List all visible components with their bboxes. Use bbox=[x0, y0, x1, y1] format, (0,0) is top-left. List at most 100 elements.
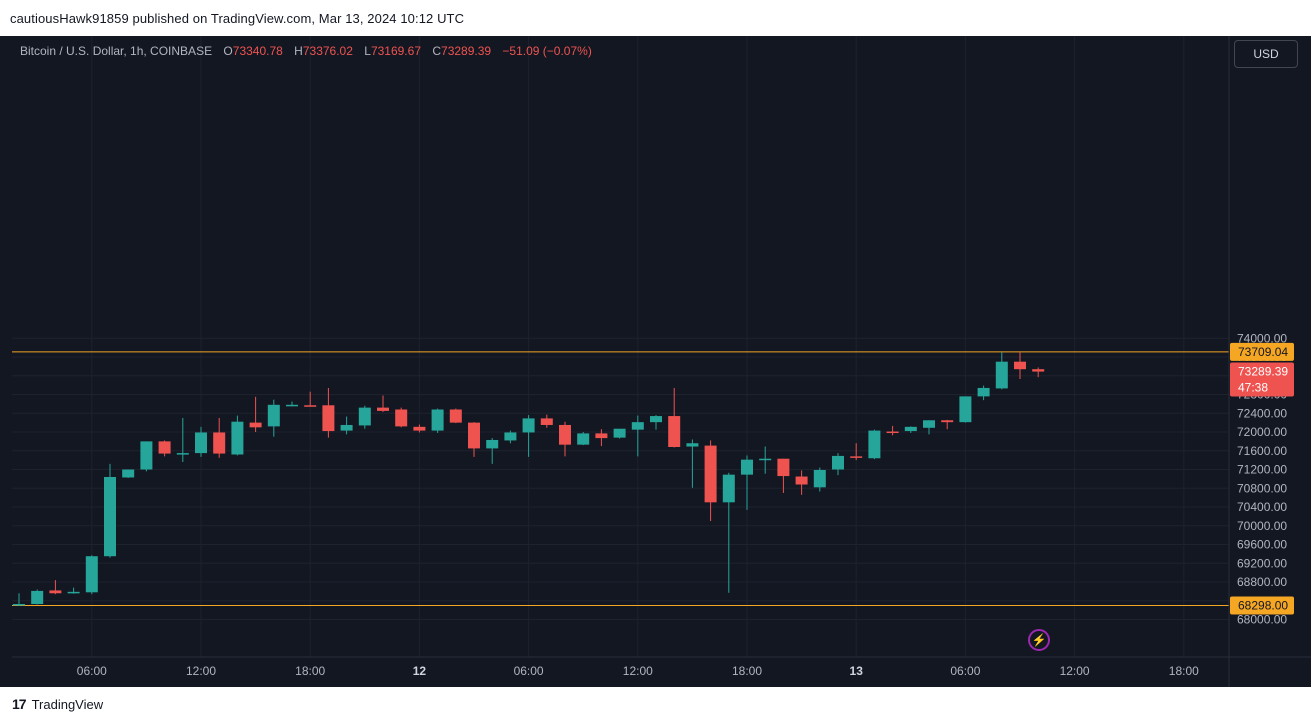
x-tick-label: 18:00 bbox=[1169, 664, 1199, 678]
brand[interactable]: 17 TradingView bbox=[12, 696, 103, 712]
candle-body bbox=[941, 420, 954, 423]
y-tick-label: 69600.00 bbox=[1237, 538, 1287, 552]
candle-body bbox=[850, 456, 863, 458]
candle bbox=[886, 425, 899, 436]
x-tick-label: 12:00 bbox=[186, 664, 216, 678]
candle-body bbox=[67, 591, 80, 594]
candle bbox=[868, 429, 881, 460]
candle bbox=[304, 391, 317, 407]
y-tick-label: 71200.00 bbox=[1237, 463, 1287, 477]
candle-body bbox=[322, 405, 335, 432]
candle bbox=[577, 432, 590, 446]
x-tick-label: 12:00 bbox=[623, 664, 653, 678]
chart-panel[interactable]: 68000.0068400.0068800.0069200.0069600.00… bbox=[0, 36, 1311, 687]
candle-body bbox=[358, 407, 371, 426]
candle-body bbox=[213, 432, 226, 454]
candle-body bbox=[304, 405, 317, 407]
candle bbox=[1014, 352, 1026, 380]
candle bbox=[158, 440, 171, 457]
candle-body bbox=[631, 422, 644, 430]
candle bbox=[104, 463, 116, 558]
candle bbox=[249, 396, 262, 432]
high-key: H bbox=[294, 44, 303, 58]
candle bbox=[140, 441, 153, 472]
candle bbox=[613, 428, 626, 439]
candle-body bbox=[486, 439, 499, 449]
candle-body bbox=[377, 407, 389, 411]
candle-body bbox=[1014, 361, 1026, 370]
candle bbox=[195, 426, 207, 457]
last-price-tag: 73289.39 bbox=[1238, 365, 1288, 379]
candle-body bbox=[741, 459, 753, 475]
tradingview-logo-icon: 17 bbox=[12, 696, 27, 712]
footer: 17 TradingView bbox=[0, 687, 1311, 721]
candle-body bbox=[158, 441, 171, 454]
candle-body bbox=[195, 432, 207, 454]
candle bbox=[504, 430, 517, 444]
candle bbox=[449, 408, 462, 424]
y-tick-label: 72000.00 bbox=[1237, 425, 1287, 439]
grid-lines bbox=[12, 36, 1229, 657]
x-tick-label: 12:00 bbox=[1060, 664, 1090, 678]
axes: 68000.0068400.0068800.0069200.0069600.00… bbox=[12, 36, 1311, 687]
candle bbox=[959, 396, 972, 423]
y-tick-label: 72400.00 bbox=[1237, 406, 1287, 420]
candle bbox=[286, 401, 298, 407]
candle bbox=[395, 407, 408, 428]
candle bbox=[540, 414, 553, 428]
candle bbox=[704, 440, 717, 522]
candles bbox=[13, 352, 1045, 606]
y-tick-label: 68000.00 bbox=[1237, 613, 1287, 627]
candle-body bbox=[231, 421, 244, 455]
candle-body bbox=[449, 409, 462, 423]
candle bbox=[595, 429, 608, 447]
y-tick-label: 71600.00 bbox=[1237, 444, 1287, 458]
candle bbox=[923, 420, 935, 435]
candle bbox=[668, 387, 681, 448]
candle bbox=[67, 587, 80, 594]
candle-body bbox=[904, 426, 917, 432]
y-tick-label: 70800.00 bbox=[1237, 481, 1287, 495]
candle bbox=[322, 387, 335, 438]
candlestick-chart[interactable]: 68000.0068400.0068800.0069200.0069600.00… bbox=[0, 36, 1311, 687]
close-value: 73289.39 bbox=[441, 44, 492, 58]
candle bbox=[267, 399, 280, 437]
candle bbox=[904, 426, 917, 433]
x-tick-label: 18:00 bbox=[295, 664, 325, 678]
candle-body bbox=[886, 431, 899, 434]
candle-body bbox=[959, 396, 972, 423]
candle bbox=[49, 580, 62, 595]
lightning-icon[interactable]: ⚡ bbox=[1028, 629, 1050, 651]
candle bbox=[631, 415, 644, 457]
candle-body bbox=[249, 422, 262, 428]
candle-body bbox=[395, 409, 408, 427]
last-price-tag-bg bbox=[1230, 362, 1294, 397]
low-key: L bbox=[364, 44, 371, 58]
candle-body bbox=[813, 469, 826, 488]
brand-name: TradingView bbox=[31, 696, 104, 712]
candle bbox=[759, 446, 772, 474]
candle bbox=[777, 458, 790, 493]
candle-body bbox=[413, 426, 426, 431]
candle-body bbox=[595, 433, 608, 439]
candle bbox=[13, 593, 25, 606]
candle bbox=[832, 453, 844, 476]
candle-body bbox=[795, 476, 808, 485]
candle bbox=[995, 352, 1008, 390]
candle bbox=[413, 424, 426, 433]
candle-body bbox=[267, 404, 280, 427]
low-value: 73169.67 bbox=[370, 44, 421, 58]
candle-body bbox=[85, 556, 98, 593]
candle-body bbox=[140, 441, 153, 470]
candle bbox=[31, 589, 44, 605]
open-value: 73340.78 bbox=[232, 44, 283, 58]
candle-body bbox=[977, 387, 990, 397]
candle bbox=[559, 421, 571, 457]
currency-button[interactable]: USD bbox=[1234, 40, 1298, 68]
candle-body bbox=[468, 422, 480, 449]
ohlc-legend: Bitcoin / U.S. Dollar, 1h, COINBASE O733… bbox=[20, 44, 592, 58]
candle-body bbox=[176, 453, 189, 455]
candle-body bbox=[686, 443, 699, 447]
candle bbox=[850, 443, 863, 461]
candle-body bbox=[122, 469, 135, 478]
